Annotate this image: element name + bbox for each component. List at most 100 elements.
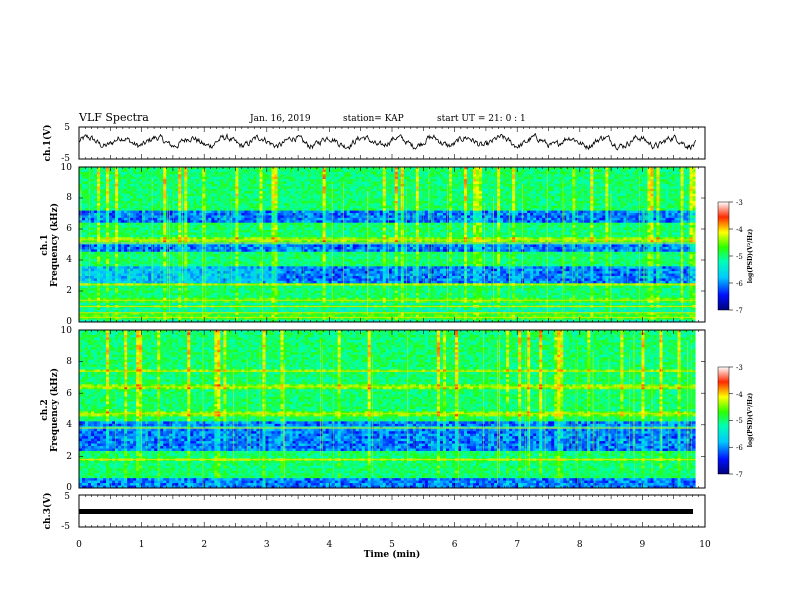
spectrogram-cell — [85, 312, 89, 316]
spectrogram-cell — [244, 317, 248, 320]
spectrogram-cell — [121, 251, 125, 255]
spectrogram-cell — [91, 307, 95, 311]
spectrogram-cell — [109, 275, 113, 279]
spectrogram-cell — [82, 176, 86, 180]
spectrogram-cell — [271, 169, 275, 173]
spectrogram-cell — [250, 273, 254, 277]
spectrogram-cell — [169, 251, 173, 255]
spectrogram-cell — [208, 239, 212, 243]
spectrogram-cell — [220, 225, 224, 228]
spectrogram-cell — [124, 203, 128, 207]
spectrogram-cell — [100, 290, 104, 294]
spectrogram-cell — [193, 317, 197, 320]
spectrogram-cell — [277, 242, 281, 245]
spectrogram-cell — [91, 208, 95, 211]
spectrogram-cell — [109, 285, 113, 289]
spectrogram-cell — [124, 186, 128, 190]
spectrogram-cell — [241, 169, 245, 173]
spectrogram-cell — [274, 285, 278, 289]
spectrogram-cell — [115, 186, 119, 190]
spectrogram-cell — [118, 300, 122, 304]
spectrogram-cell — [241, 297, 245, 301]
spectrogram-cell — [106, 232, 110, 236]
spectrogram-cell — [214, 183, 218, 187]
spectrogram-cell — [226, 278, 230, 282]
spectrogram-cell — [295, 246, 299, 250]
spectrogram-cell — [289, 239, 293, 243]
spectrogram-cell — [166, 205, 170, 209]
spectrogram-cell — [139, 263, 143, 267]
spectrogram-cell — [154, 297, 158, 301]
spectrogram-cell — [292, 278, 296, 282]
spectrogram-cell — [208, 302, 212, 306]
spectrogram-cell — [148, 251, 152, 255]
spectrogram-cell — [97, 188, 101, 192]
spectrogram-cell — [217, 208, 221, 211]
spectrogram-cell — [238, 213, 242, 216]
spectrogram-cell — [85, 208, 89, 211]
spectrogram-cell — [283, 186, 287, 190]
spectrogram-cell — [157, 259, 161, 262]
spectrogram-cell — [235, 312, 239, 316]
spectrogram-cell — [253, 208, 257, 211]
spectrogram-cell — [97, 278, 101, 282]
spectrogram-cell — [286, 242, 290, 245]
spectrogram-cell — [112, 314, 116, 318]
spectrogram-cell — [247, 196, 251, 199]
spectrogram-cell — [181, 263, 185, 267]
spectrogram-cell — [184, 297, 188, 301]
spectrogram-cell — [124, 261, 128, 265]
spectrogram-cell — [124, 198, 128, 202]
spectrogram-cell — [274, 307, 278, 311]
spectrogram-cell — [124, 268, 128, 272]
spectrogram-cell — [184, 179, 188, 182]
spectrogram-cell — [247, 225, 251, 228]
spectrogram-cell — [283, 232, 287, 236]
spectrogram-cell — [238, 268, 242, 272]
spectrogram-cell — [262, 232, 266, 236]
spectrogram-cell — [289, 297, 293, 301]
spectrogram-cell — [175, 261, 179, 265]
spectrogram-cell — [100, 232, 104, 236]
spectrogram-cell — [193, 200, 197, 204]
spectrogram-cell — [229, 217, 233, 221]
spectrogram-cell — [247, 285, 251, 289]
spectrogram-cell — [127, 215, 131, 219]
spectrogram-cell — [298, 213, 302, 216]
spectrogram-cell — [244, 251, 248, 255]
spectrogram-cell — [160, 263, 164, 267]
spectrogram-cell — [247, 186, 251, 190]
spectrogram-cell — [298, 229, 302, 233]
spectrogram-cell — [250, 275, 254, 279]
spectrogram-cell — [127, 188, 131, 192]
spectrogram-cell — [241, 229, 245, 233]
spectrogram-cell — [94, 174, 98, 178]
spectrogram-cell — [184, 193, 188, 197]
spectrogram-cell — [193, 179, 197, 182]
spectrogram-cell — [256, 242, 260, 245]
spectrogram-cell — [106, 237, 110, 241]
spectrogram-cell — [289, 242, 293, 245]
spectrogram-cell — [112, 167, 116, 170]
spectrogram-cell — [247, 200, 251, 204]
spectrogram-cell — [208, 319, 212, 323]
spectrogram-cell — [178, 292, 182, 296]
spectrogram-cell — [106, 210, 110, 214]
spectrogram-cell — [292, 234, 296, 238]
spectrogram-cell — [151, 171, 155, 175]
spectrogram-cell — [118, 200, 122, 204]
spectrogram-cell — [241, 217, 245, 221]
spectrogram-cell — [244, 268, 248, 272]
spectrogram-cell — [259, 297, 263, 301]
spectrogram-cell — [85, 174, 89, 178]
spectrogram-cell — [142, 186, 146, 190]
spectrogram-cell — [262, 210, 266, 214]
spectrogram-cell — [151, 292, 155, 296]
spectrogram-cell — [202, 232, 206, 236]
spectrogram-cell — [286, 186, 290, 190]
spectrogram-cell — [124, 220, 128, 224]
spectrogram-cell — [205, 183, 209, 187]
spectrogram-cell — [175, 222, 179, 226]
spectrogram-cell — [211, 275, 215, 279]
spectrogram-cell — [157, 285, 161, 289]
